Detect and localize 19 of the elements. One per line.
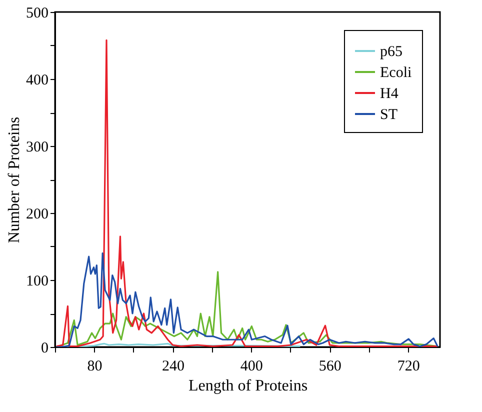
legend-label: Ecoli <box>380 65 412 81</box>
x-tick-label: 240 <box>162 358 184 374</box>
x-tick-label: 720 <box>397 358 420 374</box>
line-series <box>56 39 438 347</box>
x-tick-label: 400 <box>240 358 263 374</box>
x-axis-title: Length of Proteins <box>188 378 308 394</box>
x-tick-label: 80 <box>87 358 102 374</box>
y-tick-label: 300 <box>26 140 48 156</box>
y-tick-label: 400 <box>26 72 48 88</box>
y-tick-label: 500 <box>26 6 48 22</box>
legend-label: p65 <box>380 44 402 60</box>
y-tick-label: 200 <box>26 206 48 222</box>
legend-label: ST <box>380 107 398 123</box>
y-tick-label: 100 <box>26 274 48 290</box>
y-axis-title: Number of Proteins <box>6 116 23 244</box>
line-series <box>56 252 438 347</box>
legend-label: H4 <box>380 86 399 102</box>
y-tick-label: 0 <box>41 340 48 356</box>
x-tick-label: 560 <box>318 358 342 374</box>
